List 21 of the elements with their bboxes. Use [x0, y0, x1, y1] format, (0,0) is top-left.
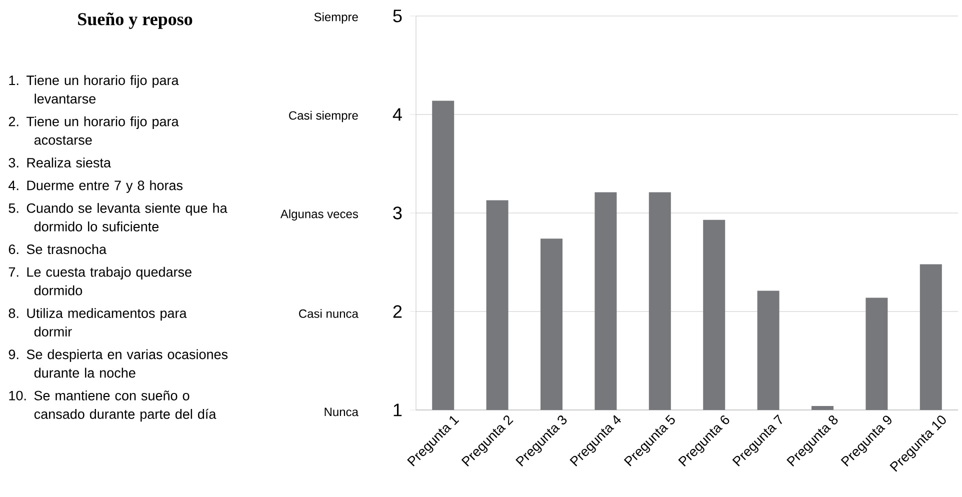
text: 6. Se trasnocha [8, 244, 107, 254]
text: 10. Se mantiene con sueño o cansado durante parte del día [9, 390, 216, 422]
text: 8. Utiliza medicamentos para dormir [8, 308, 187, 336]
text: 9. Se despierta en varias ocasiones durante la noche [8, 349, 228, 378]
y-tick-label: 2 [393, 305, 402, 318]
text: 5. Cuando se levanta siente que ha dormido lo suficiente [8, 202, 228, 232]
text: Siempre [314, 12, 358, 24]
y-tick-label: 4 [392, 108, 402, 121]
text: Casi siempre [289, 110, 358, 122]
text: 7. Le cuesta trabajo quedarse dormido [8, 266, 192, 296]
text: 3. Realiza siesta [8, 158, 111, 168]
text: 4. Duerme entre 7 y 8 horas [8, 180, 183, 193]
y-tick-label: 3 [393, 206, 402, 220]
y-tick-label: 1 [394, 404, 402, 416]
text: Sueño y reposo [78, 12, 192, 29]
text: Nunca [324, 408, 358, 416]
text: 1. Tiene un horario fijo para levantarse [9, 75, 179, 104]
text: 2. Tiene un horario fijo para acostarse [8, 116, 179, 145]
text: Casi nunca [299, 309, 358, 318]
y-tick-label: 5 [393, 10, 402, 22]
text: Algunas veces [280, 209, 358, 221]
